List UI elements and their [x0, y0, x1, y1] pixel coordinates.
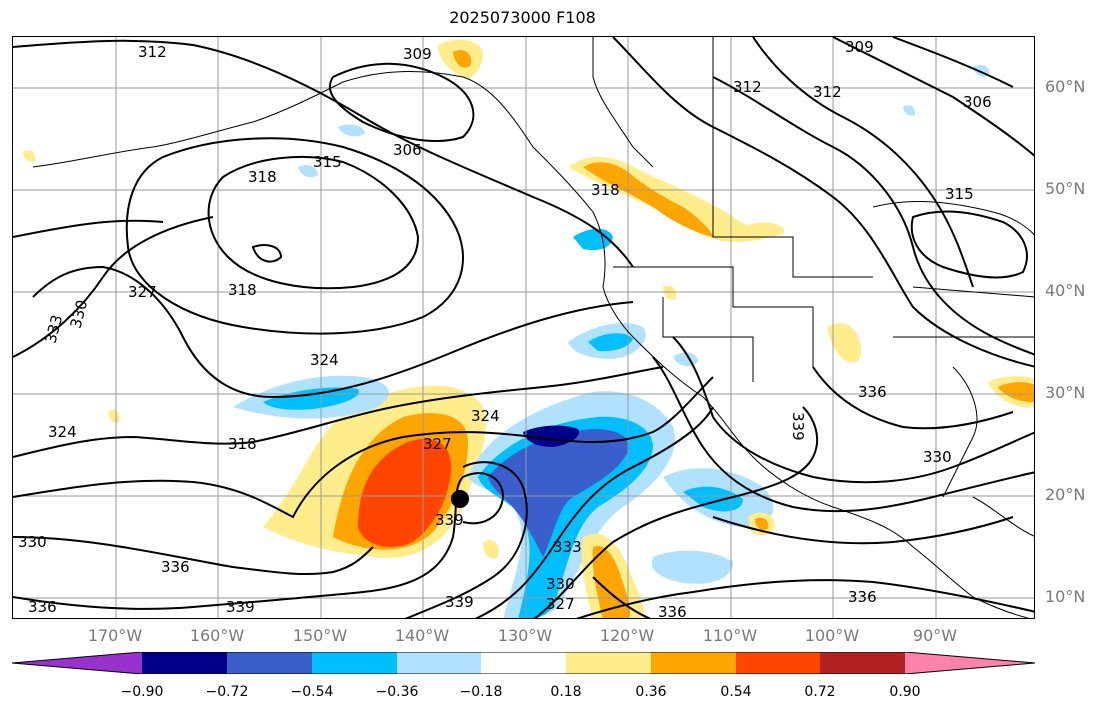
contour-label: 306: [963, 93, 992, 111]
colorbar-tick: −0.54: [290, 684, 334, 700]
contour-label: 327: [423, 435, 452, 453]
colorbar-segment: [905, 652, 1035, 674]
colorbar-segment: [12, 652, 142, 674]
lon-label: 150°W: [292, 626, 348, 645]
contour-label: 312: [813, 83, 842, 101]
contour-label: 333: [42, 313, 67, 345]
colorbar-tick: −0.72: [205, 684, 249, 700]
contour-label: 339: [789, 412, 807, 441]
contour-label: 333: [553, 538, 582, 556]
colorbar: [12, 652, 1035, 674]
lon-label: 170°W: [87, 626, 143, 645]
colorbar-tick: 0.36: [635, 684, 667, 700]
contour-label: 318: [591, 181, 620, 199]
lat-label: 40°N: [1045, 281, 1086, 300]
contour-label: 339: [435, 511, 464, 529]
lon-label: 130°W: [497, 626, 553, 645]
colorbar-tick: 0.18: [550, 684, 582, 700]
shading-layer: [23, 39, 1034, 618]
contour-label: 327: [128, 283, 157, 301]
weather-map[interactable]: 312 309 306 315 318 327 333 330 324 318 …: [12, 36, 1035, 619]
contour-label: 324: [310, 351, 339, 369]
contour-label: 318: [228, 435, 257, 453]
lon-label: 160°W: [189, 626, 245, 645]
contour-label: 336: [848, 588, 877, 606]
colorbar-segment: [820, 652, 905, 674]
contour-label: 315: [945, 185, 974, 203]
storm-center-marker: [451, 490, 469, 508]
figure-title: 2025073000 F108: [449, 8, 596, 27]
contour-label: 312: [138, 43, 167, 61]
contour-label: 339: [226, 598, 255, 616]
colorbar-segment: [397, 652, 481, 674]
contour-label: 327: [546, 595, 575, 613]
height-contours: [13, 37, 1034, 618]
colorbar-segment: [227, 652, 312, 674]
lon-label: 120°W: [599, 626, 655, 645]
contour-label: 309: [845, 38, 874, 56]
lon-label: 110°W: [702, 626, 758, 645]
lat-label: 60°N: [1045, 77, 1086, 96]
contour-label: 330: [18, 533, 47, 551]
lat-label: 30°N: [1045, 383, 1086, 402]
contour-label: 306: [393, 141, 422, 159]
colorbar-segment: [651, 652, 736, 674]
lat-label: 20°N: [1045, 485, 1086, 504]
contour-label: 336: [858, 383, 887, 401]
contour-label: 324: [471, 407, 500, 425]
contour-label: 318: [228, 281, 257, 299]
contour-label: 330: [67, 298, 92, 330]
contour-label: 309: [403, 45, 432, 63]
colorbar-segment: [312, 652, 397, 674]
lon-label: 90°W: [912, 626, 958, 645]
colorbar-tick: −0.90: [120, 684, 164, 700]
coastlines: [32, 37, 1034, 618]
contour-label: 336: [658, 603, 687, 619]
colorbar-tick: 0.72: [804, 684, 836, 700]
contour-label: 330: [546, 575, 575, 593]
contour-label: 336: [28, 598, 57, 616]
lat-label: 10°N: [1045, 587, 1086, 606]
colorbar-tick: 0.54: [720, 684, 752, 700]
contour-label: 318: [248, 168, 277, 186]
contour-label: 339: [445, 593, 474, 611]
contour-label: 330: [923, 448, 952, 466]
contour-label: 315: [313, 153, 342, 171]
colorbar-tick: −0.36: [375, 684, 419, 700]
contour-label: 336: [161, 558, 190, 576]
colorbar-tick: −0.18: [459, 684, 503, 700]
colorbar-segment: [736, 652, 820, 674]
lon-label: 140°W: [394, 626, 450, 645]
lat-label: 50°N: [1045, 179, 1086, 198]
contour-label: 324: [48, 423, 77, 441]
colorbar-tick: 0.90: [889, 684, 921, 700]
contour-label: 312: [733, 78, 762, 96]
map-svg: 312 309 306 315 318 327 333 330 324 318 …: [13, 37, 1034, 619]
colorbar-segment: [566, 652, 651, 674]
colorbar-segment: [481, 652, 566, 674]
lon-label: 100°W: [804, 626, 860, 645]
colorbar-segment: [142, 652, 227, 674]
